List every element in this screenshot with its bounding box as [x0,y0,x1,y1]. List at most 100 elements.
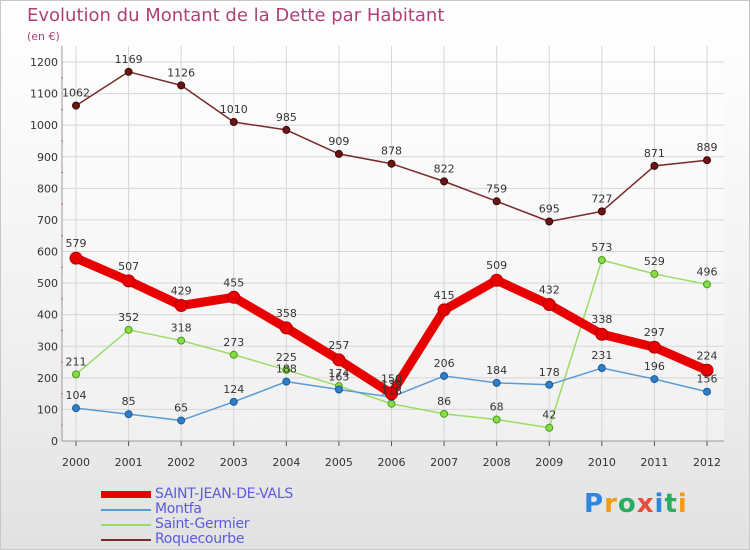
data-label: 727 [591,192,612,205]
data-point [703,387,711,396]
data-label: 496 [697,265,718,278]
data-label: 352 [118,311,139,324]
data-label: 509 [486,259,507,272]
y-tick-label: 700 [37,214,58,227]
x-tick-label: 2000 [62,456,90,469]
data-point [700,363,714,377]
data-label: 206 [434,357,455,370]
data-label: 273 [223,336,244,349]
data-point [703,156,711,165]
data-label: 579 [66,237,87,250]
data-point [545,423,554,432]
data-point [282,377,291,386]
data-point [492,197,501,206]
data-point [282,365,291,374]
data-label: 86 [437,395,451,408]
data-point [124,410,133,419]
data-label: 1010 [220,103,248,116]
legend-swatch [101,539,151,541]
x-tick-label: 2001 [115,456,143,469]
data-label: 878 [381,145,402,158]
data-point [492,378,501,387]
data-label: 507 [118,260,139,273]
y-tick-label: 800 [37,182,58,195]
data-point [332,353,346,367]
legend-label: Roquecourbe [155,531,245,547]
y-tick-label: 500 [37,277,58,290]
data-label: 231 [591,349,612,362]
logo-letter: o [617,489,637,519]
data-label: 759 [486,182,507,195]
data-label: 42 [542,409,556,422]
data-point [282,125,291,134]
x-tick-label: 2002 [167,456,195,469]
data-label: 139 [381,378,402,391]
data-label: 455 [223,276,244,289]
legend-swatch [101,524,151,526]
data-label: 1062 [62,87,90,100]
data-label: 573 [591,241,612,254]
data-label: 822 [434,162,455,175]
data-point [334,385,343,394]
y-tick-label: 0 [51,435,58,448]
data-point [177,81,186,90]
data-point [440,409,449,418]
legend-swatch [101,509,151,511]
data-point [122,274,136,288]
x-tick-label: 2008 [483,456,511,469]
data-label: 318 [171,322,192,335]
data-point [177,416,186,425]
legend-label: Montfa [155,501,202,517]
y-tick-label: 900 [37,151,58,164]
data-point [334,149,343,158]
data-point [650,161,659,170]
data-point [650,269,659,278]
x-tick-label: 2007 [430,456,458,469]
data-point [597,207,606,216]
data-point [492,415,501,424]
data-point [69,251,83,265]
data-label: 104 [66,389,87,402]
y-tick-label: 1100 [30,88,58,101]
data-point [279,321,293,335]
logo-letter: i [677,489,688,519]
data-point [387,399,396,408]
logo-letter: x [636,489,655,519]
data-point [385,387,398,401]
legend-label: Saint-Germier [155,516,250,532]
data-label: 338 [591,313,612,326]
y-tick-label: 400 [37,309,58,322]
data-label: 184 [486,364,507,377]
data-point [72,404,80,413]
data-point [72,370,80,379]
logo-letter: r [604,489,618,519]
data-point [650,375,659,384]
logo-letter: P [584,489,605,519]
proxiti-logo: Proxiti [584,489,688,519]
data-point [72,101,80,110]
x-tick-label: 2005 [325,456,353,469]
data-label: 358 [276,307,297,320]
data-label: 429 [171,285,192,298]
data-label: 985 [276,111,297,124]
x-tick-label: 2012 [693,456,721,469]
data-label: 68 [490,401,504,414]
data-label: 1169 [115,53,143,66]
data-point [177,336,186,345]
plot-area [62,46,724,441]
data-point [545,217,554,226]
y-tick-label: 1200 [30,56,58,69]
logo-letter: t [664,489,678,519]
data-point [437,303,451,317]
data-point [490,273,504,287]
data-point [703,280,711,289]
unit-label: (en €) [27,30,60,43]
data-label: 124 [223,383,244,396]
x-tick-label: 2003 [220,456,248,469]
x-tick-label: 2010 [588,456,616,469]
data-point [647,340,661,354]
data-point [229,350,238,359]
legend-swatch [101,491,151,498]
